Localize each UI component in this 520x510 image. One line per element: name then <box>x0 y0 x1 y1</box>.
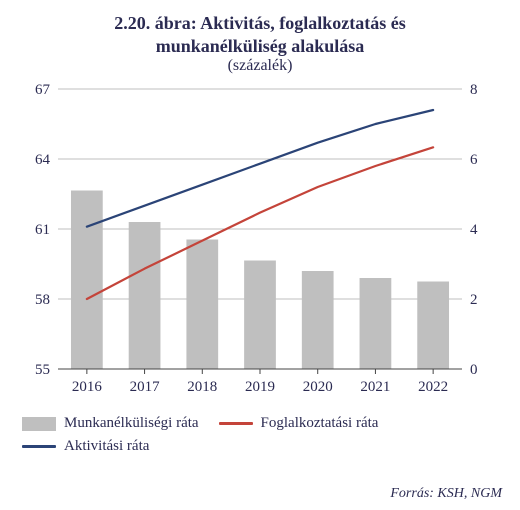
legend-swatch-line-icon <box>22 445 56 448</box>
source-label: Forrás: KSH, NGM <box>390 486 502 502</box>
y-right-tick-label: 8 <box>470 82 478 98</box>
bar <box>244 261 276 370</box>
figure-container: 2.20. ábra: Aktivitás, foglalkoztatás és… <box>0 0 520 510</box>
legend-item: Aktivitási ráta <box>22 438 149 455</box>
chart: 2016201720182019202020212022555861646702… <box>18 79 502 409</box>
x-tick-label: 2016 <box>72 379 103 395</box>
y-right-tick-label: 2 <box>470 292 478 308</box>
bar <box>360 278 392 369</box>
title-line-2: munkanélküliség alakulása <box>156 36 365 56</box>
figure-subtitle: (százalék) <box>18 57 502 75</box>
x-tick-label: 2020 <box>303 379 333 395</box>
y-right-tick-label: 0 <box>470 362 478 378</box>
y-left-tick-label: 61 <box>35 222 50 238</box>
y-right-tick-label: 4 <box>470 222 478 238</box>
legend-label: Munkanélküliségi ráta <box>64 415 199 432</box>
x-tick-label: 2017 <box>130 379 161 395</box>
x-tick-label: 2018 <box>187 379 217 395</box>
y-left-tick-label: 64 <box>35 152 51 168</box>
bar <box>71 191 103 370</box>
x-tick-label: 2021 <box>360 379 390 395</box>
y-left-tick-label: 55 <box>35 362 50 378</box>
y-left-tick-label: 67 <box>35 82 51 98</box>
y-left-tick-label: 58 <box>35 292 50 308</box>
legend-item: Munkanélküliségi ráta <box>22 415 199 432</box>
chart-svg: 2016201720182019202020212022555861646702… <box>18 79 502 409</box>
bar <box>302 271 334 369</box>
bar <box>417 282 449 370</box>
x-tick-label: 2019 <box>245 379 275 395</box>
legend-label: Aktivitási ráta <box>64 438 149 455</box>
bar <box>186 240 218 370</box>
legend: Munkanélküliségi ráta Foglalkoztatási rát… <box>18 409 502 455</box>
title-line-1: 2.20. ábra: Aktivitás, foglalkoztatás és <box>114 13 406 33</box>
figure-title: 2.20. ábra: Aktivitás, foglalkoztatás és… <box>28 12 492 57</box>
legend-swatch-line-icon <box>219 422 253 425</box>
legend-item: Foglalkoztatási ráta <box>219 415 379 432</box>
legend-label: Foglalkoztatási ráta <box>261 415 379 432</box>
series-line <box>87 110 433 227</box>
x-tick-label: 2022 <box>418 379 448 395</box>
legend-swatch-bar-icon <box>22 417 56 431</box>
y-right-tick-label: 6 <box>470 152 478 168</box>
bar <box>129 222 161 369</box>
